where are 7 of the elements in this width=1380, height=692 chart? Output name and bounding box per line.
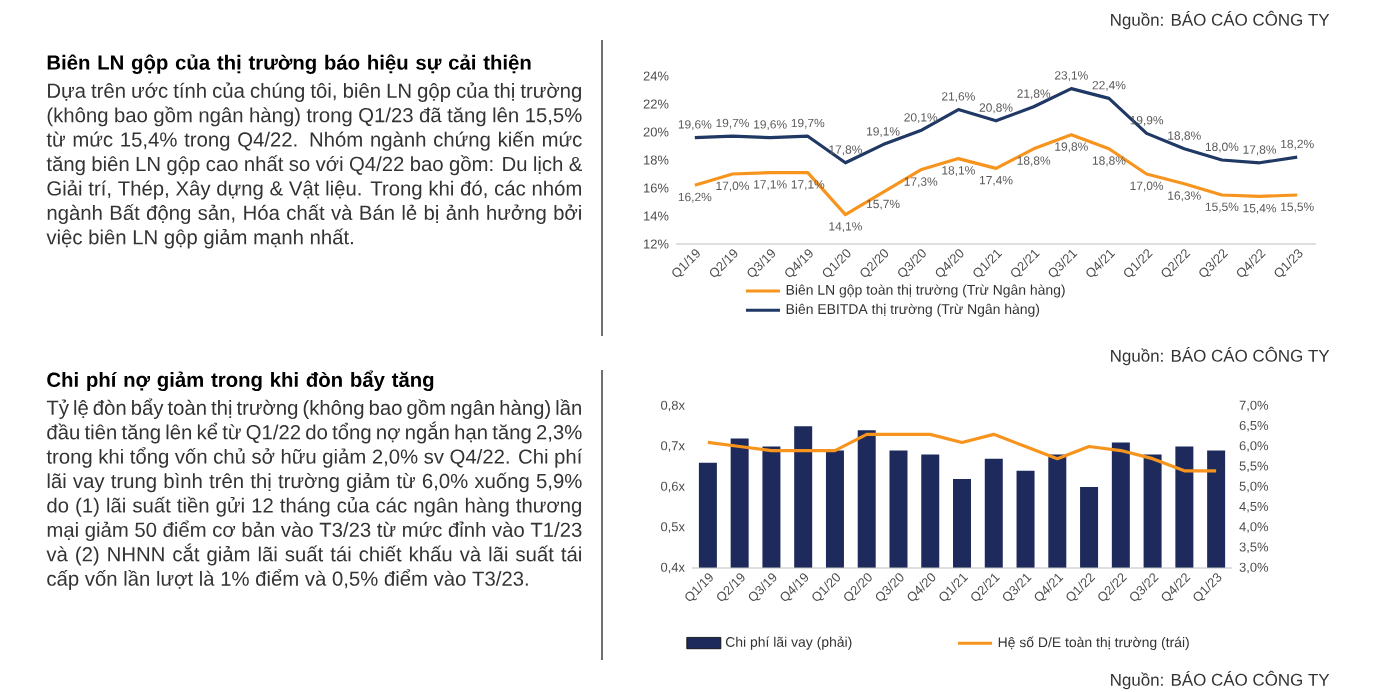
text: Dựa trên ước tính của chúng tôi, biên LN gộp của thị trường (không bao gồm ngân hàng) trong Q1/23 đã tăng lên 15,5% từ mức 15,4% trong Q4/22. Nhóm ngành chứng kiến mức tăng biên LN gộp cao nhất so với Q4/22 bao gồm: Du lịch & Giải trí, Thép, Xây dựng & Vật liệu. Trong khi đó, các nhóm ngành Bất động sản, Hóa chất và Bán lẻ bị ảnh hưởng bởi việc biên LN gộp giảm mạnh nhất. [46, 82, 582, 249]
text: Chi phí nợ giảm trong khi đòn bẩy tăng [47, 370, 434, 392]
text: Tỷ lệ đòn bẩy toàn thị trường (không bao gồm ngân hàng) lần đầu tiên tăng lên kể từ Q1/22 do tổng nợ ngắn hạn tăng 2,3% trong khi tổng vốn chủ sở hữu giảm 2,0% sv Q4/22. Chi phí lãi vay trung bình trên thị trường giảm từ 6,0% xuống 5,9% do (1) lãi suất tiền gửi 12 tháng của các ngân hàng thương mại giảm 50 điểm cơ bản vào T3/23 từ mức đỉnh vào T1/23 và (2) NHNN cắt giảm lãi suất tái chiết khấu và lãi suất tái cấp vốn lần lượt là 1% điểm và 0,5% điểm vào T3/23. [46, 398, 583, 590]
text: Biên LN gộp của thị trường báo hiệu sự cải thiện [47, 54, 531, 74]
text: Nguồn: BÁO CÁO CÔNG TY [1111, 10, 1330, 30]
text: Nguồn: BÁO CÁO CÔNG TY [1111, 346, 1330, 366]
text: Nguồn: BÁO CÁO CÔNG TY [1111, 670, 1330, 690]
